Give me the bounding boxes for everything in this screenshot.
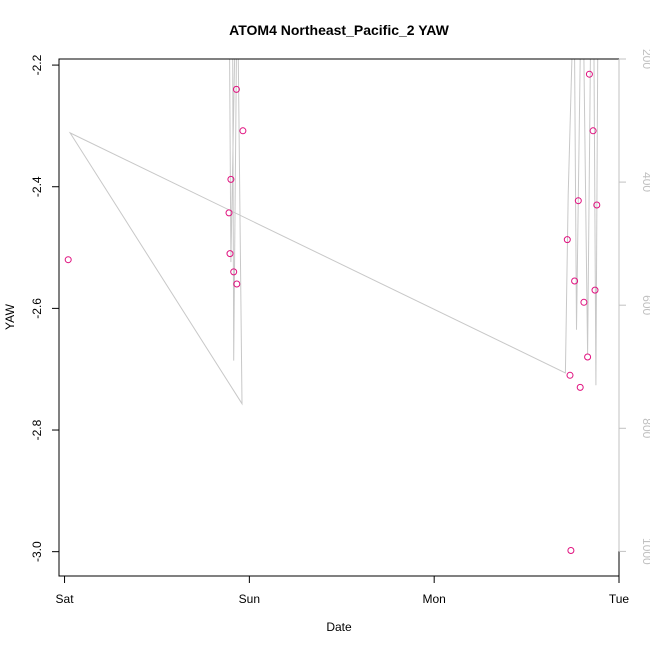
x-tick-label: Mon (423, 592, 446, 606)
data-point (239, 127, 247, 135)
data-point (567, 547, 575, 554)
y2-tick-label: 400 (640, 172, 650, 192)
data-point (576, 383, 584, 391)
data-point (585, 70, 593, 78)
data-point (591, 286, 599, 294)
data-point (233, 280, 241, 288)
data-point (230, 268, 238, 276)
series-line-layer (68, 58, 599, 406)
x-axis: Sat Sun Mon Tue (56, 575, 630, 606)
y-tick-label: -2.6 (30, 298, 44, 319)
data-points-layer (64, 70, 601, 554)
data-point (580, 298, 588, 306)
y2-tick-label: 200 (640, 49, 650, 69)
y-axis-right: 200 400 600 800 1000 (618, 49, 650, 565)
y-tick-label: -3.0 (30, 541, 44, 562)
data-point (226, 250, 234, 258)
data-point (225, 209, 233, 217)
y-axis-label: YAW (3, 303, 17, 330)
y2-tick-label: 800 (640, 418, 650, 438)
data-point (584, 353, 592, 361)
data-point (589, 127, 597, 135)
y-tick-label: -2.8 (30, 419, 44, 440)
data-point (64, 256, 72, 264)
y-axis-left: -3.0 -2.8 -2.6 -2.4 -2.2 (30, 54, 60, 562)
x-tick-label: Sun (239, 592, 260, 606)
x-axis-label: Date (326, 620, 352, 634)
y-tick-label: -2.4 (30, 176, 44, 197)
chart-title: ATOM4 Northeast_Pacific_2 YAW (229, 22, 449, 38)
data-point (574, 197, 582, 205)
x-tick-label: Sat (56, 592, 75, 606)
data-point (227, 175, 235, 183)
data-point (571, 277, 579, 285)
series-line (68, 58, 599, 406)
y2-tick-label: 600 (640, 295, 650, 315)
y2-tick-label: 1000 (640, 538, 650, 565)
plot-frame (58, 58, 620, 577)
x-tick-label: Tue (609, 592, 630, 606)
data-point (593, 201, 601, 209)
y-tick-label: -2.2 (30, 54, 44, 75)
data-point (566, 371, 574, 379)
data-point (232, 85, 240, 93)
data-point (563, 236, 571, 244)
